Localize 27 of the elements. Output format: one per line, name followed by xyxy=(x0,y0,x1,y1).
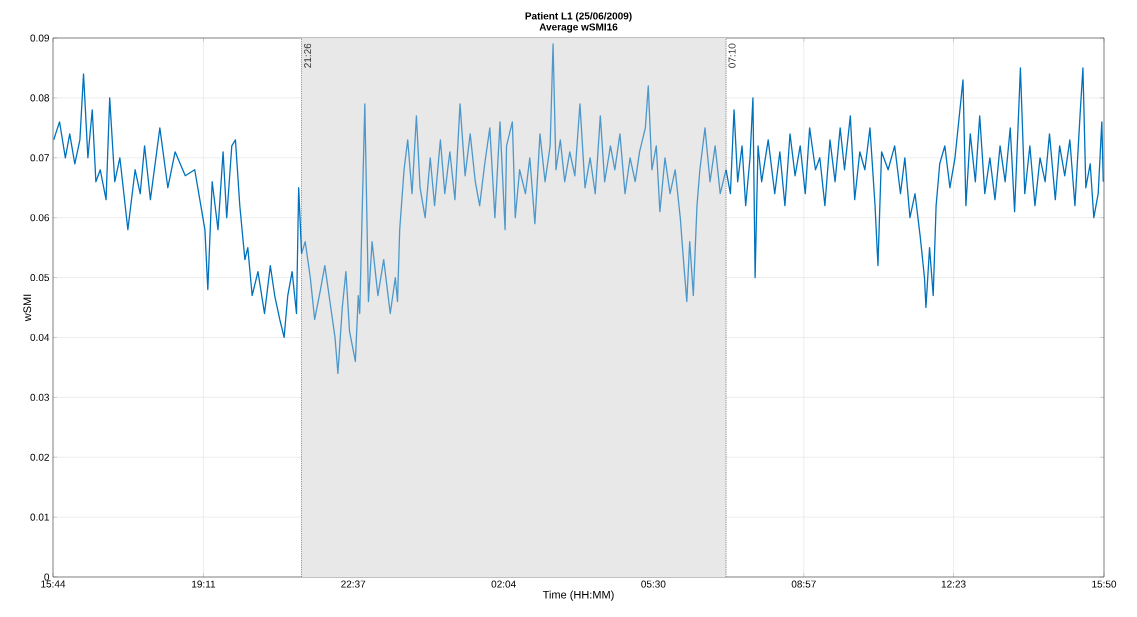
x-tick-label: 08:57 xyxy=(791,580,816,588)
y-tick-label: 0.06 xyxy=(30,214,50,222)
x-tick-label: 05:30 xyxy=(641,580,666,588)
y-tick-label: 0.09 xyxy=(30,34,49,42)
x-axis-title: Time (HH:MM) xyxy=(542,590,614,601)
y-tick-label: 0.07 xyxy=(30,154,49,162)
y-tick-label: 0.05 xyxy=(30,274,50,282)
y-tick-label: 0.04 xyxy=(30,333,50,341)
line-series xyxy=(300,43,727,375)
x-tick-label: 19:11 xyxy=(192,580,216,588)
y-axis-title: wSMI xyxy=(23,294,32,322)
y-tick-label: 0 xyxy=(44,573,50,581)
x-tick-label: 15:50 xyxy=(1092,580,1117,588)
ref-line-label: 21:26 xyxy=(304,43,312,68)
x-tick-label: 02:04 xyxy=(491,580,516,588)
x-tick-label: 12:23 xyxy=(941,580,966,588)
x-tick-label: 15:44 xyxy=(41,580,66,588)
y-tick-label: 0.01 xyxy=(30,513,49,521)
chart-subtitle: Average wSMI16 xyxy=(539,23,618,33)
x-tick-label: 22:37 xyxy=(341,580,366,588)
line-series xyxy=(53,73,303,339)
chart-title: Patient L1 (25/06/2009) xyxy=(525,12,632,22)
y-tick-label: 0.02 xyxy=(30,453,49,461)
y-tick-label: 0.03 xyxy=(30,393,50,401)
line-series xyxy=(725,67,1104,309)
y-tick-label: 0.08 xyxy=(30,94,50,102)
ref-line-label: 07:10 xyxy=(728,43,736,68)
